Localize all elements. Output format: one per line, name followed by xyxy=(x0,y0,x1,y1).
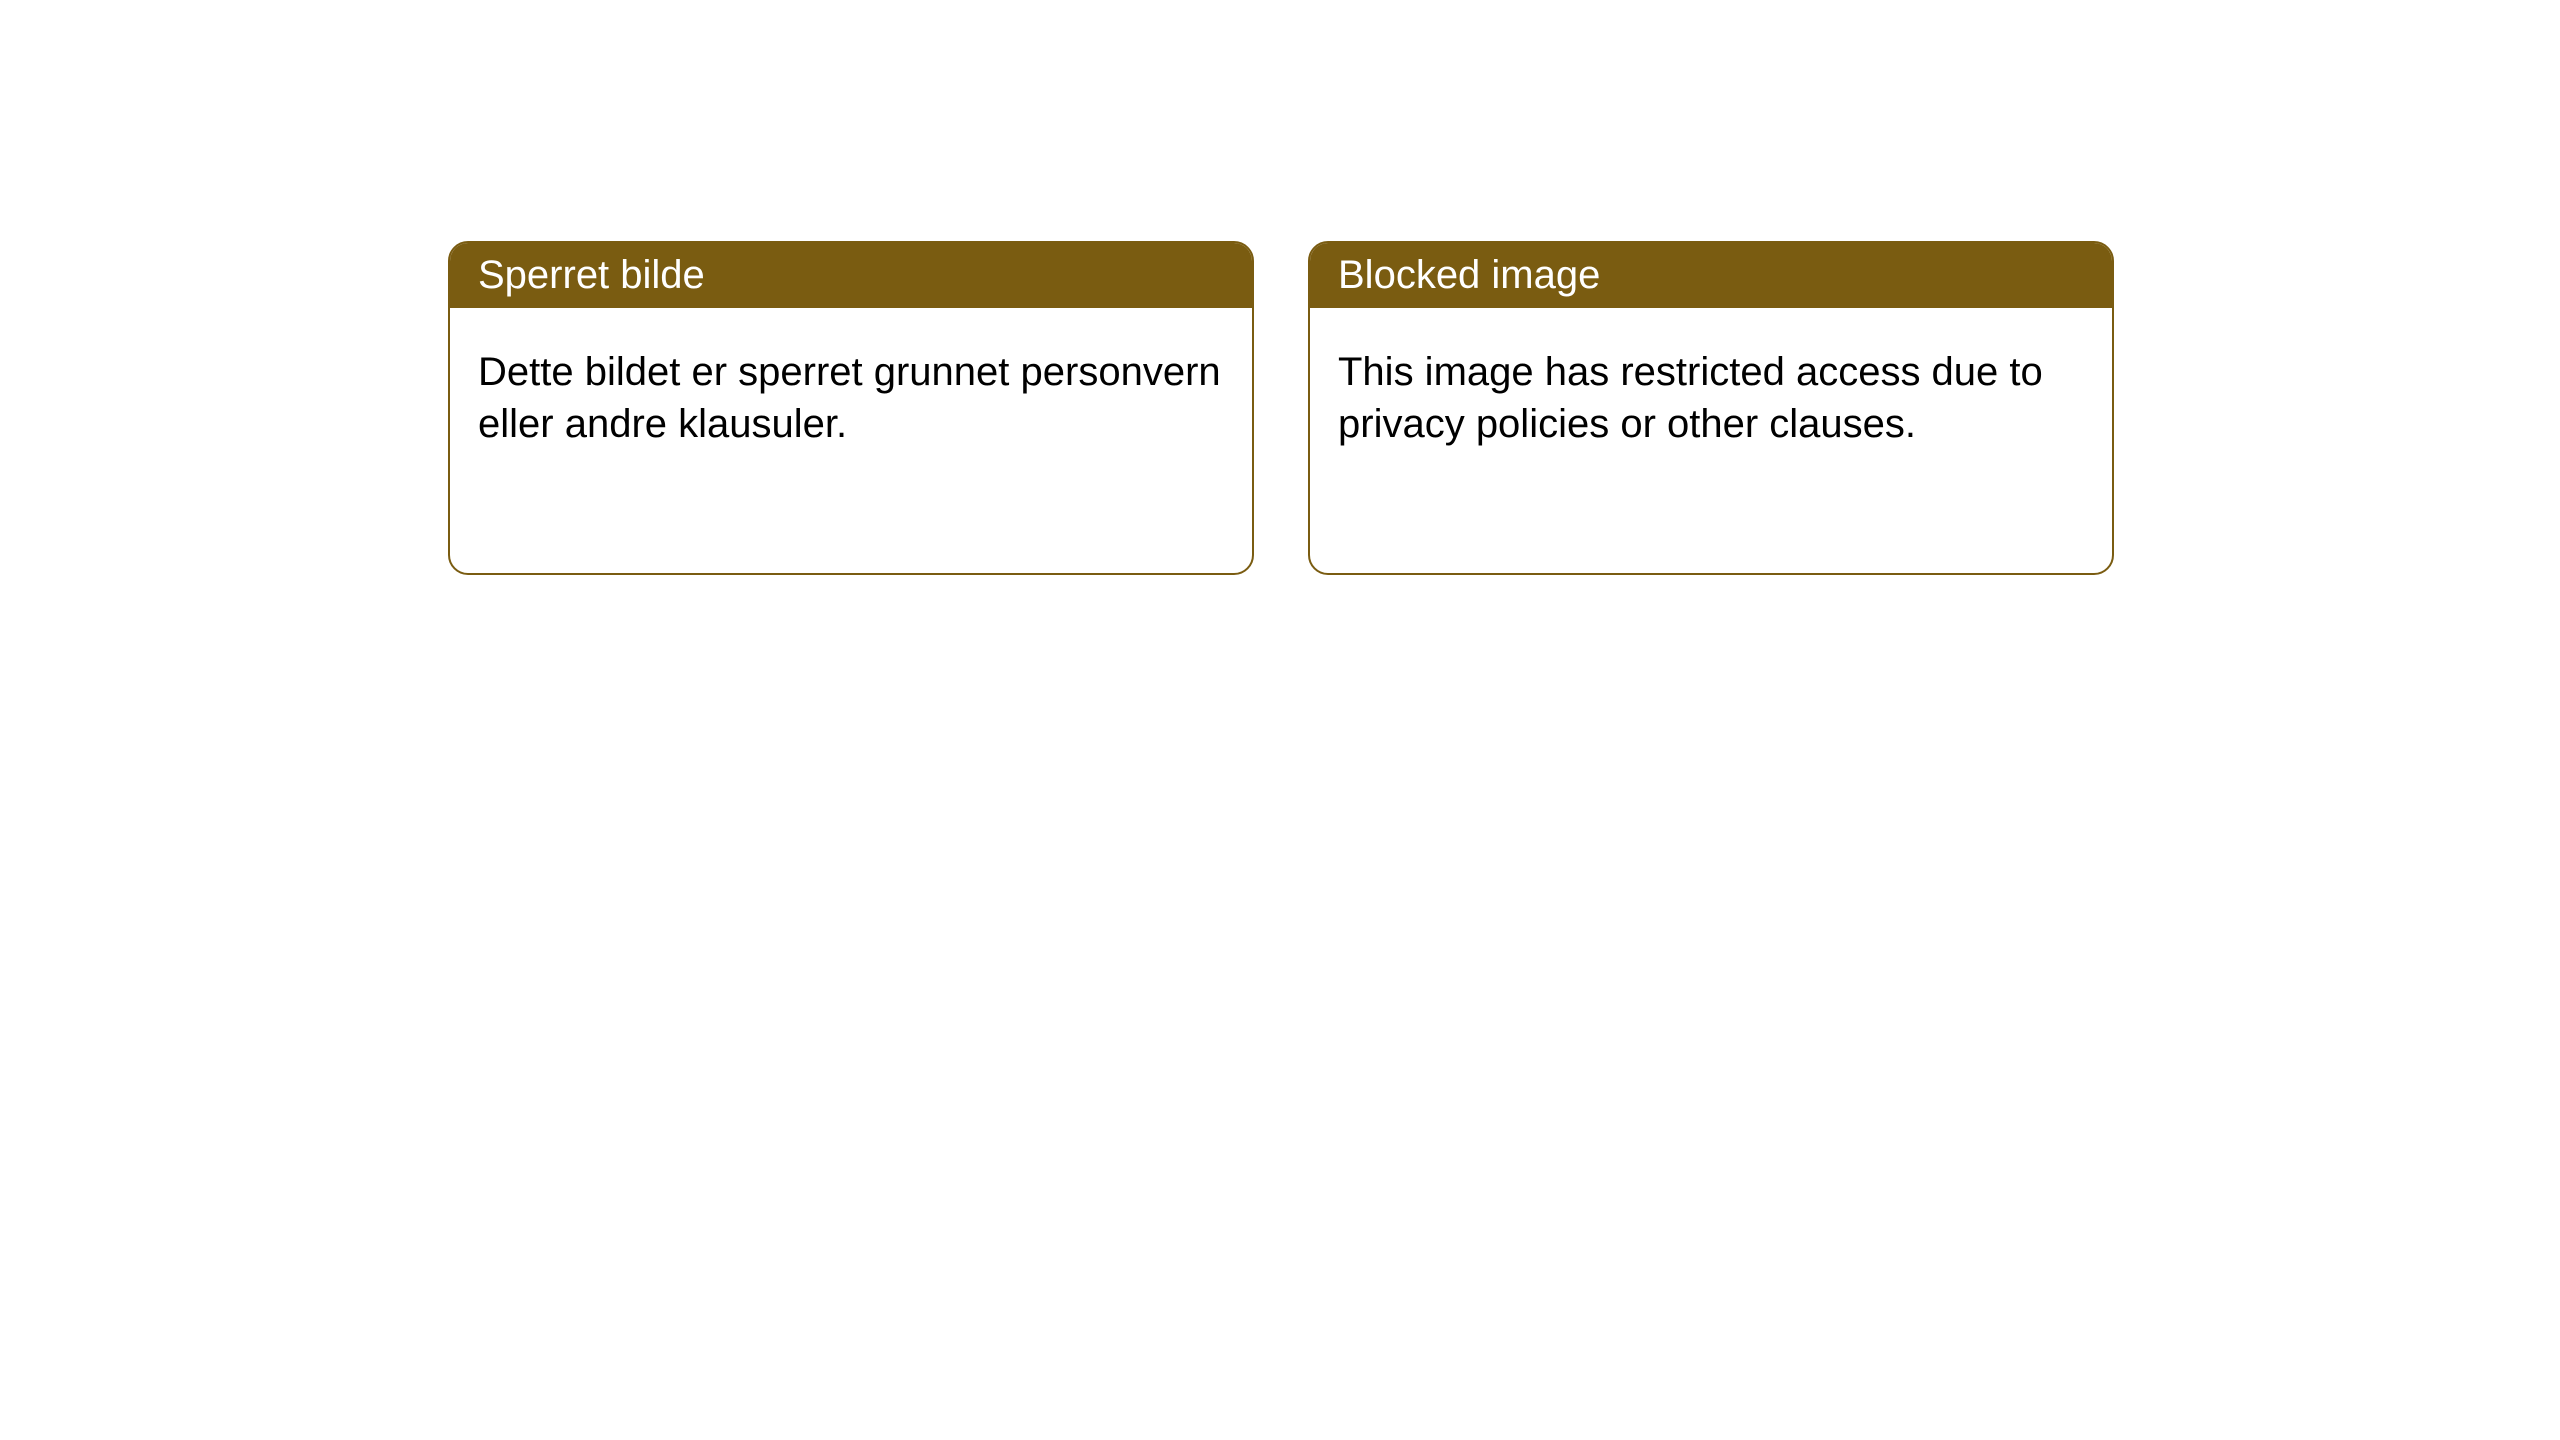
card-body-norwegian: Dette bildet er sperret grunnet personve… xyxy=(450,308,1252,488)
cards-container: Sperret bilde Dette bildet er sperret gr… xyxy=(0,0,2560,575)
card-title: Sperret bilde xyxy=(478,253,705,297)
card-body-english: This image has restricted access due to … xyxy=(1310,308,2112,488)
card-norwegian: Sperret bilde Dette bildet er sperret gr… xyxy=(448,241,1254,575)
card-header-english: Blocked image xyxy=(1310,243,2112,308)
card-title: Blocked image xyxy=(1338,253,1600,297)
card-english: Blocked image This image has restricted … xyxy=(1308,241,2114,575)
card-body-text: This image has restricted access due to … xyxy=(1338,350,2043,446)
card-body-text: Dette bildet er sperret grunnet personve… xyxy=(478,350,1221,446)
card-header-norwegian: Sperret bilde xyxy=(450,243,1252,308)
